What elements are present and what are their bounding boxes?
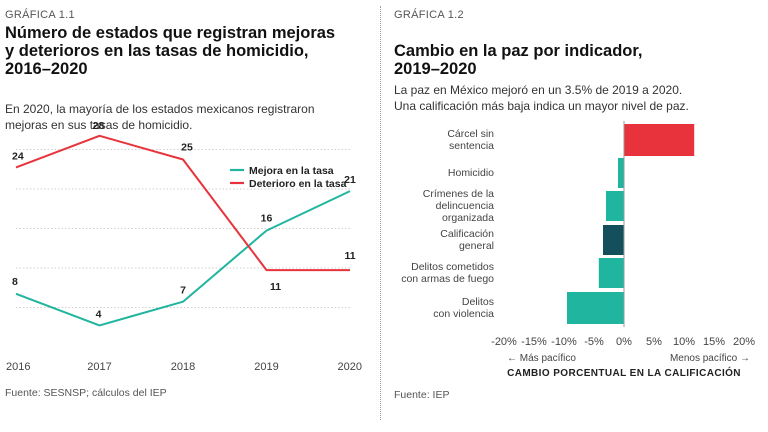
data-label: 7 bbox=[180, 285, 186, 297]
category-label: con violencia bbox=[433, 308, 494, 320]
chart-title-line: 2019–2020 bbox=[394, 60, 477, 78]
chart-subtitle: En 2020, la mayoría de los estados mexic… bbox=[5, 101, 315, 133]
chart-title-line: 2016–2020 bbox=[5, 60, 88, 78]
category-label: general bbox=[459, 240, 494, 252]
category-label: organizada bbox=[442, 212, 494, 224]
chart-label: GRÁFICA 1.1 bbox=[5, 9, 75, 21]
left-chart-panel: GRÁFICA 1.1 Número de estados que regist… bbox=[0, 0, 378, 432]
data-label: 16 bbox=[261, 213, 273, 225]
x-tick-label: -10% bbox=[551, 336, 577, 348]
chart-source: Fuente: IEP bbox=[394, 389, 450, 401]
category-label: Delitos bbox=[462, 296, 494, 308]
category-label: Cárcel sin bbox=[447, 128, 494, 140]
x-tick-label: -20% bbox=[491, 336, 517, 348]
x-axis-title: CAMBIO PORCENTUAL EN LA CALIFICACIÓN bbox=[507, 366, 741, 379]
chart-title-line: Número de estados que registran mejoras bbox=[5, 24, 336, 42]
series-line bbox=[15, 190, 351, 327]
direction-right-label: Menos pacífico → bbox=[670, 353, 750, 364]
category-label: sentencia bbox=[449, 140, 494, 152]
data-label: 21 bbox=[344, 174, 356, 186]
x-tick-label: -5% bbox=[584, 336, 604, 348]
chart-subtitle-line: En 2020, la mayoría de los estados mexic… bbox=[5, 102, 315, 116]
bar bbox=[624, 124, 695, 156]
chart-title-line: y deterioros en las tasas de homicidio, bbox=[5, 42, 309, 60]
chart-title-line: Cambio en la paz por indicador, bbox=[394, 42, 643, 60]
category-label: Homicidio bbox=[448, 167, 494, 179]
bar bbox=[606, 191, 624, 221]
x-tick-label: 0% bbox=[616, 336, 632, 348]
x-tick-label: 2018 bbox=[171, 361, 195, 373]
chart-subtitle-line: Una calificación más baja indica un mayo… bbox=[394, 99, 689, 113]
chart-source: Fuente: SESNSP; cálculos del IEP bbox=[5, 387, 167, 399]
category-label: Delitos cometidos bbox=[411, 261, 494, 273]
line-chart: 2016 2017 2018 2019 2020 8 4 7 16 21 24 28 25 11 11 Mej… bbox=[6, 120, 362, 373]
x-tick-label: 5% bbox=[646, 336, 662, 348]
x-tick-label: 2019 bbox=[254, 361, 278, 373]
data-label: 24 bbox=[12, 150, 24, 162]
x-tick-label: 20% bbox=[733, 336, 755, 348]
direction-left-label: ← Más pacífico bbox=[507, 353, 576, 364]
panel-divider bbox=[380, 6, 381, 420]
category-label: con armas de fuego bbox=[401, 273, 494, 285]
x-tick-label: 2017 bbox=[87, 361, 111, 373]
bar bbox=[618, 158, 624, 188]
chart-title: Número de estados que registran mejoras … bbox=[5, 24, 335, 78]
x-tick-label: 10% bbox=[673, 336, 695, 348]
chart-subtitle-line: mejoras en sus tasas de homicidio. bbox=[5, 118, 193, 132]
bar bbox=[603, 225, 624, 255]
chart-title: Cambio en la paz por indicador, 2019–202… bbox=[394, 42, 642, 78]
right-chart-panel: GRÁFICA 1.2 Cambio en la paz por indicad… bbox=[382, 0, 768, 432]
legend-label: Mejora en la tasa bbox=[249, 165, 334, 177]
data-label: 11 bbox=[270, 281, 281, 293]
data-label: 25 bbox=[181, 142, 193, 154]
chart-label: GRÁFICA 1.2 bbox=[394, 9, 464, 21]
bar bbox=[567, 292, 624, 324]
x-tick-label: 2016 bbox=[6, 361, 30, 373]
category-label: delincuencia bbox=[436, 200, 495, 212]
series-line bbox=[15, 134, 350, 272]
data-label: 4 bbox=[96, 308, 102, 320]
legend-label: Deterioro en la tasa bbox=[249, 178, 347, 190]
category-label: Calificación bbox=[440, 228, 494, 240]
data-label: 8 bbox=[12, 276, 18, 288]
category-label: Crímenes de la bbox=[423, 188, 494, 200]
x-tick-label: 2020 bbox=[338, 361, 362, 373]
chart-subtitle: La paz en México mejoró en un 3.5% de 20… bbox=[394, 82, 689, 114]
data-label: 28 bbox=[93, 120, 105, 132]
bar bbox=[598, 258, 624, 288]
data-label: 11 bbox=[344, 250, 355, 262]
chart-subtitle-line: La paz en México mejoró en un 3.5% de 20… bbox=[394, 83, 683, 97]
x-tick-label: 15% bbox=[703, 336, 725, 348]
x-tick-label: -15% bbox=[521, 336, 547, 348]
